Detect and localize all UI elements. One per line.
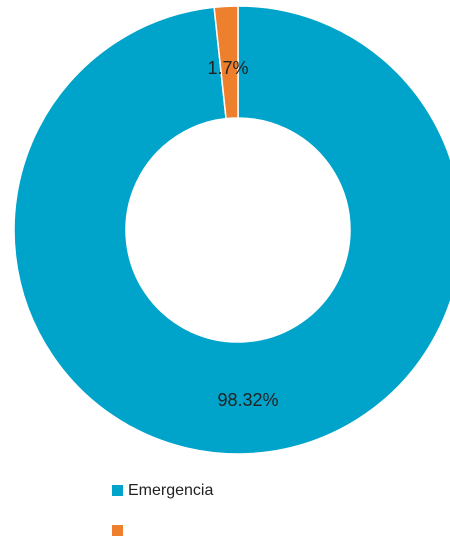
donut-slices bbox=[13, 5, 450, 455]
slice-label-2: 1.7% bbox=[207, 58, 248, 78]
donut-slice-2 bbox=[213, 5, 239, 120]
slice-labels: 98.32% 1.7% bbox=[207, 58, 278, 410]
legend-label-1: Emergencia bbox=[128, 482, 213, 499]
donut-slice-1 bbox=[13, 5, 450, 455]
slice-label-1: 98.32% bbox=[217, 390, 278, 410]
legend-swatch-1 bbox=[112, 485, 123, 496]
legend: Emergencia bbox=[112, 482, 213, 536]
legend-swatch-2 bbox=[112, 525, 123, 536]
